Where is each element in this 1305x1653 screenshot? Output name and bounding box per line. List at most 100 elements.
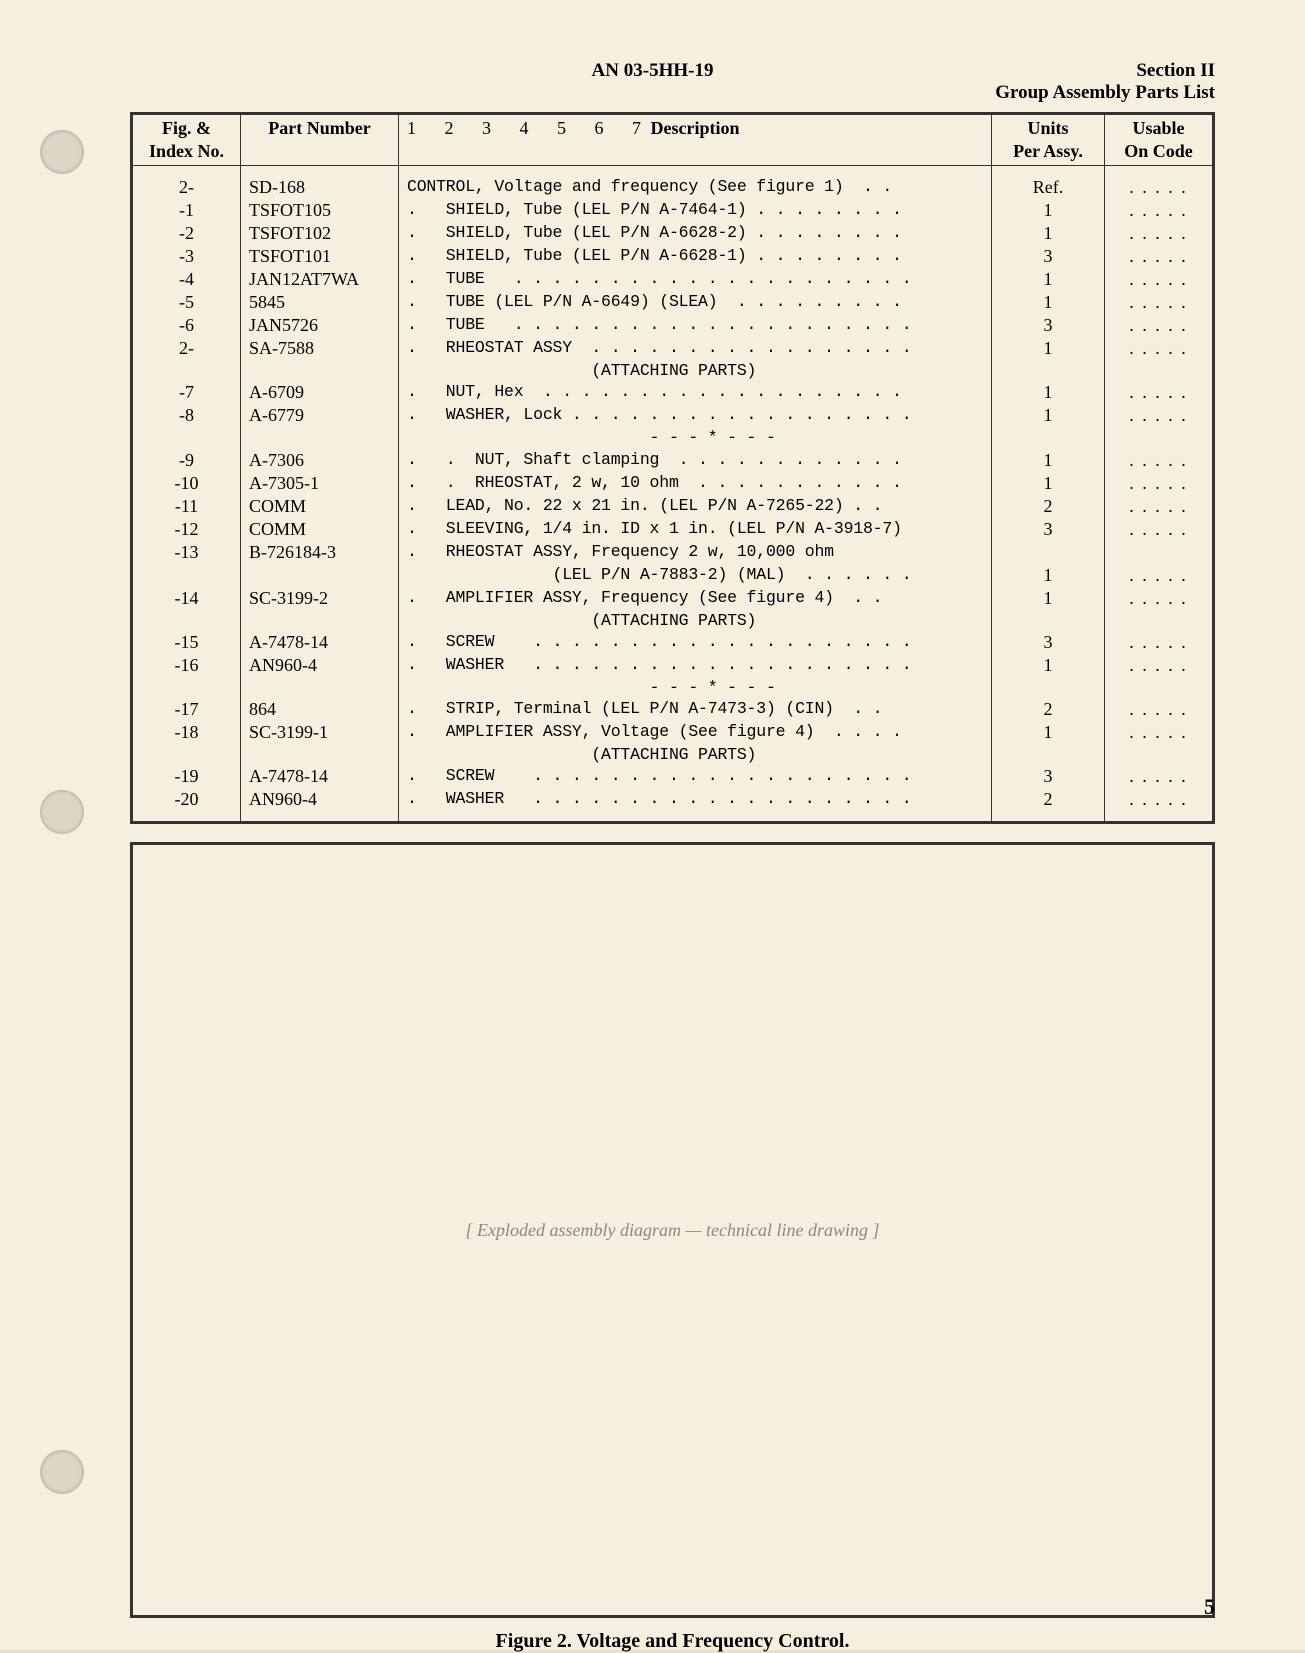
cell-index: -16 bbox=[132, 654, 241, 677]
cell-units: 1 bbox=[992, 654, 1105, 677]
cell-partnumber: AN960-4 bbox=[241, 654, 399, 677]
cell-description: (LEL P/N A-7883-2) (MAL) . . . . . . bbox=[399, 564, 992, 587]
cell-code bbox=[1105, 360, 1214, 381]
table-row: -18SC-3199-1. AMPLIFIER ASSY, Voltage (S… bbox=[132, 721, 1214, 744]
cell-description: . RHEOSTAT ASSY, Frequency 2 w, 10,000 o… bbox=[399, 541, 992, 564]
cell-description: - - - * - - - bbox=[399, 677, 992, 698]
page-header: AN 03-5HH-19 Section II Group Assembly P… bbox=[130, 60, 1215, 104]
cell-partnumber: A-6779 bbox=[241, 404, 399, 427]
table-row: -16AN960-4. WASHER . . . . . . . . . . .… bbox=[132, 654, 1214, 677]
table-row: -9A-7306. . NUT, Shaft clamping . . . . … bbox=[132, 449, 1214, 472]
cell-description: . RHEOSTAT ASSY . . . . . . . . . . . . … bbox=[399, 337, 992, 360]
cell-units: Ref. bbox=[992, 166, 1105, 200]
table-row: -8A-6779. WASHER, Lock . . . . . . . . .… bbox=[132, 404, 1214, 427]
cell-code bbox=[1105, 610, 1214, 631]
cell-partnumber: TSFOT102 bbox=[241, 222, 399, 245]
doc-number: AN 03-5HH-19 bbox=[592, 60, 714, 82]
cell-description: . NUT, Hex . . . . . . . . . . . . . . .… bbox=[399, 381, 992, 404]
cell-description: . SHIELD, Tube (LEL P/N A-6628-1) . . . … bbox=[399, 245, 992, 268]
cell-description: (ATTACHING PARTS) bbox=[399, 610, 992, 631]
cell-index: -8 bbox=[132, 404, 241, 427]
cell-code: . . . . . bbox=[1105, 449, 1214, 472]
cell-index: -5 bbox=[132, 291, 241, 314]
cell-description: . TUBE . . . . . . . . . . . . . . . . .… bbox=[399, 314, 992, 337]
cell-description: . SCREW . . . . . . . . . . . . . . . . … bbox=[399, 765, 992, 788]
table-row: (ATTACHING PARTS) bbox=[132, 744, 1214, 765]
table-row: -6JAN5726. TUBE . . . . . . . . . . . . … bbox=[132, 314, 1214, 337]
table-row: - - - * - - - bbox=[132, 427, 1214, 448]
cell-description: . SHIELD, Tube (LEL P/N A-7464-1) . . . … bbox=[399, 199, 992, 222]
table-row: -13B-726184-3. RHEOSTAT ASSY, Frequency … bbox=[132, 541, 1214, 564]
table-row: -12COMM. SLEEVING, 1/4 in. ID x 1 in. (L… bbox=[132, 518, 1214, 541]
table-row: -1TSFOT105. SHIELD, Tube (LEL P/N A-7464… bbox=[132, 199, 1214, 222]
cell-partnumber bbox=[241, 360, 399, 381]
cell-units: 1 bbox=[992, 587, 1105, 610]
table-row: -17864. STRIP, Terminal (LEL P/N A-7473-… bbox=[132, 698, 1214, 721]
page-number: 5 bbox=[1204, 1594, 1215, 1620]
cell-code bbox=[1105, 744, 1214, 765]
figure-placeholder: [ Exploded assembly diagram — technical … bbox=[466, 1220, 880, 1241]
cell-description: . TUBE (LEL P/N A-6649) (SLEA) . . . . .… bbox=[399, 291, 992, 314]
table-row: (LEL P/N A-7883-2) (MAL) . . . . . .1. .… bbox=[132, 564, 1214, 587]
cell-code: . . . . . bbox=[1105, 199, 1214, 222]
cell-index: -18 bbox=[132, 721, 241, 744]
cell-units: 1 bbox=[992, 721, 1105, 744]
col-units: Units Per Assy. bbox=[992, 114, 1105, 166]
cell-code: . . . . . bbox=[1105, 291, 1214, 314]
cell-index: -7 bbox=[132, 381, 241, 404]
parts-table: Fig. & Index No. Part Number 1 2 3 4 5 6… bbox=[130, 112, 1215, 824]
cell-units: 3 bbox=[992, 631, 1105, 654]
col-fig-index: Fig. & Index No. bbox=[132, 114, 241, 166]
cell-code: . . . . . bbox=[1105, 472, 1214, 495]
cell-code: . . . . . bbox=[1105, 337, 1214, 360]
cell-units: 2 bbox=[992, 495, 1105, 518]
col-part-number: Part Number bbox=[241, 114, 399, 166]
cell-partnumber: SA-7588 bbox=[241, 337, 399, 360]
cell-units: 1 bbox=[992, 199, 1105, 222]
col-description: 1 2 3 4 5 6 7 Description bbox=[399, 114, 992, 166]
cell-units: 1 bbox=[992, 404, 1105, 427]
table-row: -2TSFOT102. SHIELD, Tube (LEL P/N A-6628… bbox=[132, 222, 1214, 245]
cell-index: -17 bbox=[132, 698, 241, 721]
punch-hole bbox=[40, 130, 84, 174]
cell-units bbox=[992, 610, 1105, 631]
table-row: -3TSFOT101. SHIELD, Tube (LEL P/N A-6628… bbox=[132, 245, 1214, 268]
cell-code: . . . . . bbox=[1105, 698, 1214, 721]
cell-code: . . . . . bbox=[1105, 788, 1214, 823]
cell-index: -4 bbox=[132, 268, 241, 291]
cell-description: . WASHER . . . . . . . . . . . . . . . .… bbox=[399, 788, 992, 823]
cell-description: . STRIP, Terminal (LEL P/N A-7473-3) (CI… bbox=[399, 698, 992, 721]
cell-code: . . . . . bbox=[1105, 222, 1214, 245]
cell-units bbox=[992, 541, 1105, 564]
cell-units: 2 bbox=[992, 698, 1105, 721]
cell-code bbox=[1105, 427, 1214, 448]
cell-index: -19 bbox=[132, 765, 241, 788]
cell-units: 1 bbox=[992, 268, 1105, 291]
cell-index: -10 bbox=[132, 472, 241, 495]
cell-partnumber: 864 bbox=[241, 698, 399, 721]
cell-partnumber: TSFOT105 bbox=[241, 199, 399, 222]
cell-code: . . . . . bbox=[1105, 721, 1214, 744]
cell-partnumber: 5845 bbox=[241, 291, 399, 314]
figure-box: [ Exploded assembly diagram — technical … bbox=[130, 842, 1215, 1618]
cell-code bbox=[1105, 541, 1214, 564]
cell-partnumber: SD-168 bbox=[241, 166, 399, 200]
cell-partnumber: B-726184-3 bbox=[241, 541, 399, 564]
cell-code: . . . . . bbox=[1105, 765, 1214, 788]
cell-description: . LEAD, No. 22 x 21 in. (LEL P/N A-7265-… bbox=[399, 495, 992, 518]
cell-partnumber: COMM bbox=[241, 495, 399, 518]
cell-description: . AMPLIFIER ASSY, Frequency (See figure … bbox=[399, 587, 992, 610]
cell-index: -13 bbox=[132, 541, 241, 564]
cell-description: . SHIELD, Tube (LEL P/N A-6628-2) . . . … bbox=[399, 222, 992, 245]
cell-partnumber bbox=[241, 677, 399, 698]
cell-description: . SCREW . . . . . . . . . . . . . . . . … bbox=[399, 631, 992, 654]
cell-index: -15 bbox=[132, 631, 241, 654]
cell-index bbox=[132, 564, 241, 587]
cell-units: 1 bbox=[992, 449, 1105, 472]
cell-partnumber: TSFOT101 bbox=[241, 245, 399, 268]
cell-units: 3 bbox=[992, 765, 1105, 788]
cell-units: 1 bbox=[992, 337, 1105, 360]
table-row: (ATTACHING PARTS) bbox=[132, 360, 1214, 381]
cell-index: -2 bbox=[132, 222, 241, 245]
table-row: 2-SA-7588. RHEOSTAT ASSY . . . . . . . .… bbox=[132, 337, 1214, 360]
